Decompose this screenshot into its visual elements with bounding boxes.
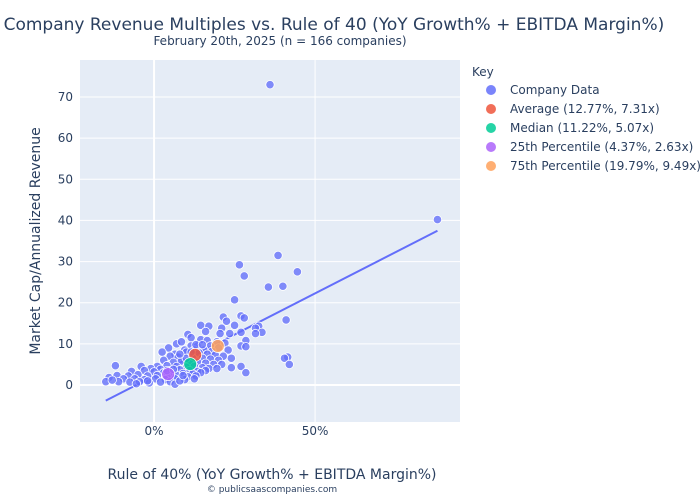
chart-title: SaaS Company Revenue Multiples vs. Rule … <box>0 15 664 35</box>
x-axis-title: Rule of 40% (YoY Growth% + EBITDA Margin… <box>107 467 436 483</box>
company-data-point[interactable] <box>273 250 283 260</box>
x-tick-label: 0% <box>145 424 164 438</box>
company-data-point[interactable] <box>284 359 294 370</box>
company-data-point[interactable] <box>432 215 443 225</box>
company-data-point[interactable] <box>236 327 246 337</box>
company-data-point[interactable] <box>197 340 207 350</box>
company-data-point[interactable] <box>155 377 166 387</box>
y-tick-label: 0 <box>65 378 73 392</box>
company-data-point[interactable] <box>241 368 251 378</box>
legend-item[interactable]: 25th Percentile (4.37%, 2.63x) <box>486 140 693 154</box>
company-data-point[interactable] <box>221 316 232 326</box>
y-tick-label: 70 <box>58 90 73 104</box>
legend-item[interactable]: 75th Percentile (19.79%, 9.49x) <box>486 159 700 173</box>
company-data-point[interactable] <box>225 328 235 339</box>
legend-title: Key <box>472 65 494 79</box>
company-data-point[interactable] <box>131 379 141 389</box>
y-tick-labels: 0 10 20 30 40 50 60 70 <box>58 90 73 392</box>
legend-marker <box>486 123 496 133</box>
company-data-point[interactable] <box>292 267 302 277</box>
legend-marker <box>486 104 496 114</box>
company-data-point[interactable] <box>107 375 117 385</box>
y-tick-label: 50 <box>58 172 73 186</box>
legend-label: Company Data <box>510 83 600 97</box>
company-data-point[interactable] <box>223 345 233 355</box>
legend-marker <box>486 161 496 171</box>
legend-marker <box>486 85 496 95</box>
company-data-point[interactable] <box>212 363 222 374</box>
legend-item[interactable]: Company Data <box>486 83 600 97</box>
summary-stat-point[interactable] <box>210 339 225 353</box>
y-tick-label: 20 <box>58 296 73 310</box>
y-axis-title: Market Cap/Annualized Revenue <box>28 127 44 354</box>
company-data-point[interactable] <box>189 374 199 384</box>
company-data-point[interactable] <box>176 337 187 347</box>
plot-area <box>80 60 460 422</box>
legend-item[interactable]: Average (12.77%, 7.31x) <box>486 102 660 116</box>
scatter-points <box>101 80 443 389</box>
company-data-point[interactable] <box>281 315 291 325</box>
x-tick-label: 50% <box>302 424 329 438</box>
legend-label: 25th Percentile (4.37%, 2.63x) <box>510 140 693 154</box>
company-data-point[interactable] <box>279 353 290 363</box>
company-data-point[interactable] <box>110 361 121 371</box>
legend-label: Average (12.77%, 7.31x) <box>510 102 660 116</box>
legend-label: 75th Percentile (19.79%, 9.49x) <box>510 159 700 173</box>
company-data-point[interactable] <box>175 349 185 359</box>
company-data-point[interactable] <box>250 328 261 339</box>
company-data-point[interactable] <box>239 313 249 323</box>
company-data-point[interactable] <box>200 326 211 337</box>
company-data-point[interactable] <box>229 320 240 330</box>
company-data-point[interactable] <box>178 370 188 381</box>
summary-stat-point[interactable] <box>161 367 176 382</box>
company-data-point[interactable] <box>234 260 245 270</box>
company-data-point[interactable] <box>215 328 225 339</box>
legend-label: Median (11.22%, 5.07x) <box>510 121 654 135</box>
company-data-point[interactable] <box>226 363 236 373</box>
legend-item[interactable]: Median (11.22%, 5.07x) <box>486 121 654 135</box>
company-data-point[interactable] <box>265 80 275 90</box>
company-data-point[interactable] <box>236 361 246 372</box>
y-tick-label: 10 <box>58 337 73 351</box>
summary-stat-point[interactable] <box>183 357 198 372</box>
y-tick-label: 40 <box>58 213 73 227</box>
company-data-point[interactable] <box>263 282 273 292</box>
gridlines <box>80 60 460 422</box>
company-data-point[interactable] <box>241 342 251 352</box>
legend-marker <box>486 142 496 152</box>
y-tick-label: 30 <box>58 255 73 269</box>
company-data-point[interactable] <box>226 353 236 363</box>
legend[interactable]: Key Company Data Average (12.77%, 7.31x) M… <box>472 65 700 173</box>
company-data-point[interactable] <box>278 281 288 291</box>
company-data-point[interactable] <box>239 271 249 281</box>
chart-subtitle: February 20th, 2025 (n = 166 companies) <box>153 34 406 48</box>
credit: © publicsaascompanies.com <box>207 485 337 495</box>
company-data-point[interactable] <box>143 376 153 386</box>
company-data-point[interactable] <box>157 347 167 357</box>
y-tick-label: 60 <box>58 131 73 145</box>
company-data-point[interactable] <box>229 295 240 305</box>
x-tick-labels: 0% 50% <box>145 424 329 438</box>
